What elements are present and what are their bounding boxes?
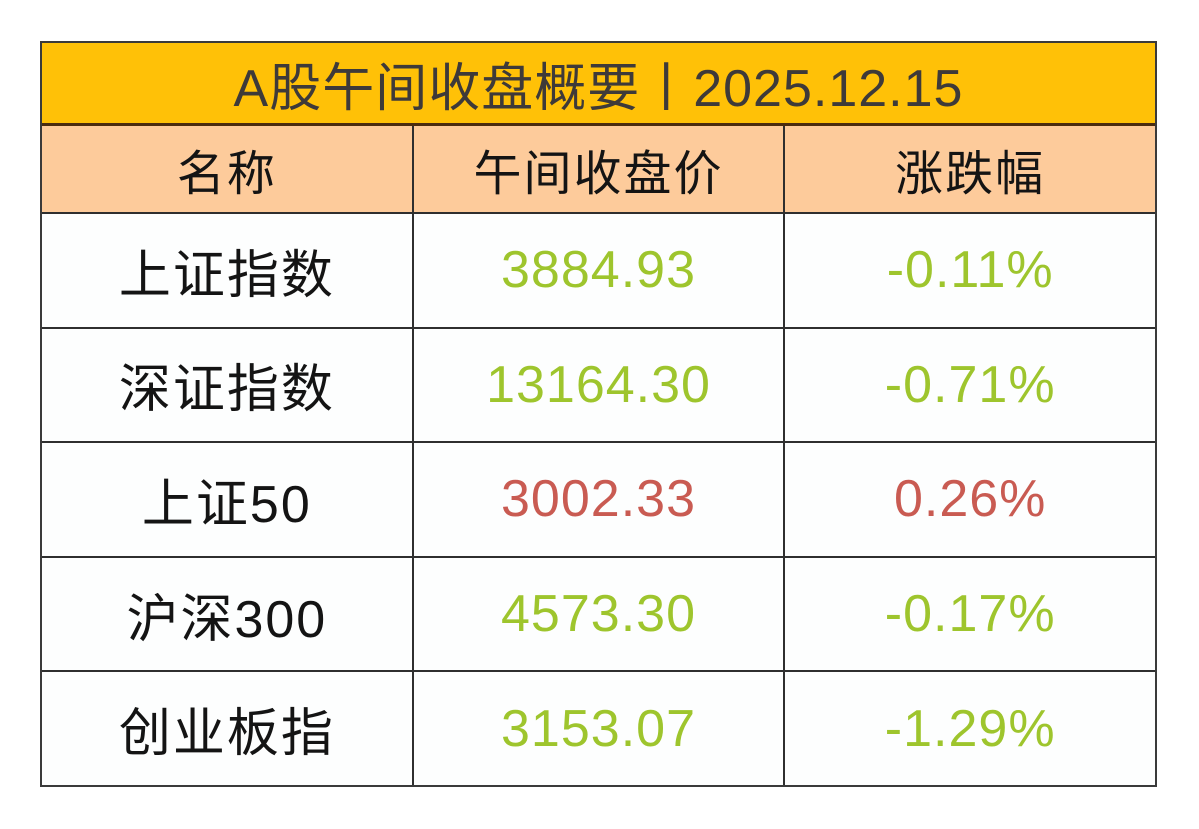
index-name: 上证50: [42, 443, 414, 556]
index-change: -0.11%: [886, 241, 1054, 300]
index-name: 创业板指: [42, 672, 414, 785]
index-name: 沪深300: [42, 557, 414, 671]
index-price: 3153.07: [414, 672, 786, 785]
column-header-name: 名称: [42, 126, 414, 212]
table-row: 沪深300 4573.30 -0.17%: [42, 557, 1155, 673]
index-name: 上证指数: [42, 214, 414, 327]
column-header-change-pct: 涨跌幅: [895, 148, 1046, 201]
index-price: 4573.30: [414, 557, 786, 671]
index-price: 13164.30: [414, 328, 786, 442]
index-change: 0.26%: [893, 470, 1047, 529]
index-price: 3002.33: [414, 443, 786, 556]
column-header-midday-close: 午间收盘价: [414, 126, 786, 212]
table-row: 上证指数 3884.93 -0.11%: [42, 214, 1155, 329]
table-row: 深证指数 13164.30 -0.71%: [42, 328, 1155, 444]
index-name: 深证指数: [42, 328, 414, 442]
table-row: 创业板指 3153.07 -1.29%: [42, 672, 1155, 785]
index-price: 3884.93: [414, 214, 786, 327]
table-header-row: 名称 午间收盘价 涨跌幅: [42, 126, 1155, 214]
table-title: A股午间收盘概要丨2025.12.15: [42, 43, 1155, 126]
market-summary-table: A股午间收盘概要丨2025.12.15 名称 午间收盘价 涨跌幅 上证指数 38…: [40, 41, 1157, 787]
index-change: -1.29%: [884, 699, 1056, 758]
table-row: 上证50 3002.33 0.26%: [42, 443, 1155, 558]
index-change: -0.17%: [884, 585, 1056, 644]
index-change: -0.71%: [884, 355, 1056, 414]
